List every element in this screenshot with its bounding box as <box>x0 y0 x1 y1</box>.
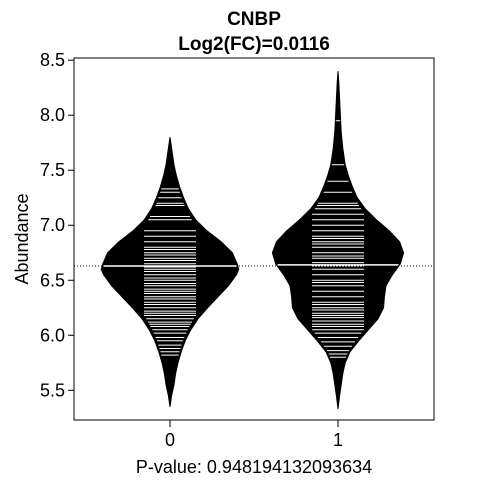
y-axis: 5.5 6.0 6.5 7.0 7.5 8.0 8.5 <box>40 50 74 400</box>
y-tick-label: 8.0 <box>40 105 65 125</box>
bean-shape-1 <box>271 71 405 410</box>
bean-shape-0 <box>100 137 240 407</box>
x-tick-label: 0 <box>165 430 175 450</box>
y-tick-label: 5.5 <box>40 380 65 400</box>
x-tick-label: 1 <box>333 430 343 450</box>
y-tick-label: 7.0 <box>40 215 65 235</box>
plot-frame <box>73 57 435 421</box>
y-tick-label: 6.5 <box>40 270 65 290</box>
y-tick-label: 8.5 <box>40 50 65 70</box>
x-axis-label: P-value: 0.948194132093634 <box>136 457 372 477</box>
mean-lines <box>74 264 434 267</box>
bean-group <box>100 71 405 410</box>
y-tick-label: 7.5 <box>40 160 65 180</box>
y-axis-label: Abundance <box>12 193 32 284</box>
observation-lines <box>144 120 364 358</box>
chart-title: CNBP <box>227 9 281 30</box>
y-tick-label: 6.0 <box>40 325 65 345</box>
chart-subtitle: Log2(FC)=0.0116 <box>178 34 330 55</box>
